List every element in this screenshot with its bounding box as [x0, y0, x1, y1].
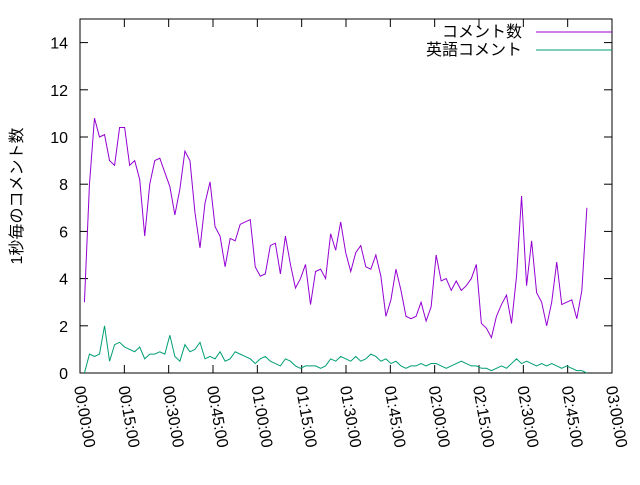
x-tick-label: 00:15:00 [114, 385, 142, 449]
x-tick-label: 01:45:00 [380, 385, 408, 449]
y-tick-label: 10 [50, 130, 68, 147]
x-tick-label: 00:45:00 [203, 385, 231, 449]
series-line [83, 325, 588, 374]
x-tick-label: 02:45:00 [558, 385, 586, 449]
y-tick-label: 12 [50, 83, 68, 100]
x-tick-label: 01:30:00 [336, 385, 364, 449]
y-tick-label: 6 [59, 224, 68, 241]
x-tick-label: 00:00:00 [70, 385, 98, 449]
legend-label: コメント数 [442, 23, 522, 41]
plot-frame [79, 18, 613, 374]
x-tick-label: 00:30:00 [159, 385, 187, 449]
x-tick-label: 02:00:00 [425, 385, 453, 449]
y-tick-label: 14 [50, 36, 68, 53]
x-tick-label: 02:30:00 [513, 385, 541, 449]
y-tick-label: 4 [59, 272, 68, 289]
y-axis-label: 1秒毎のコメント数 [8, 128, 26, 265]
series-line [83, 117, 588, 340]
y-tick-label: 2 [59, 319, 68, 336]
y-tick-label: 8 [59, 177, 68, 194]
legend-label: 英語コメント [426, 41, 522, 59]
x-tick-label: 03:00:00 [602, 385, 630, 449]
x-tick-label: 01:00:00 [247, 385, 275, 449]
x-tick-label: 01:15:00 [292, 385, 320, 449]
y-tick-label: 0 [59, 366, 68, 383]
x-tick-label: 02:15:00 [469, 385, 497, 449]
